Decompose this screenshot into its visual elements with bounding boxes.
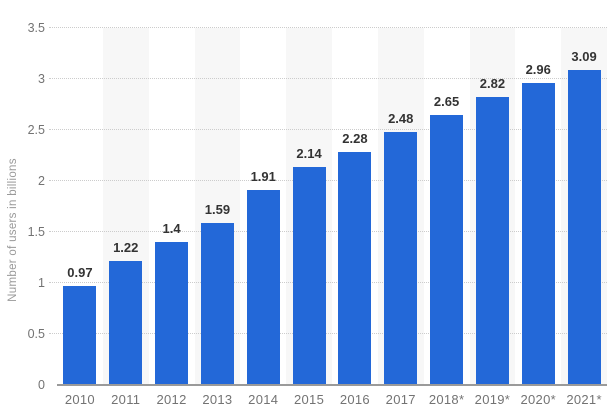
- gridline: [49, 27, 607, 28]
- bar-slot: 2.96 2020*: [515, 28, 561, 407]
- bar-slot: 2.48 2017: [378, 28, 424, 407]
- bar: [200, 222, 234, 385]
- bar: [63, 286, 97, 385]
- bar-value-label: 2.48: [388, 111, 414, 127]
- x-tick-label: 2013: [202, 392, 233, 407]
- bar-slot: 0.97 2010: [57, 28, 103, 407]
- gridline: [49, 180, 607, 181]
- x-tick-label: 2020*: [520, 392, 556, 407]
- bar-value-label: 2.82: [479, 76, 506, 92]
- bar-value-label: 3.09: [571, 48, 597, 64]
- bar: [475, 97, 509, 385]
- bar-value-label: 2.65: [433, 93, 460, 109]
- bar-value-label: 2.28: [342, 131, 368, 147]
- x-axis-line: [57, 384, 607, 386]
- bar-value-label: 1.22: [113, 239, 139, 255]
- x-tick-label: 2012: [156, 392, 187, 407]
- bar: [292, 166, 326, 385]
- bar-slot: 1.4 2012: [149, 28, 195, 407]
- gridline: [49, 333, 607, 334]
- x-tick-label: 2011: [111, 392, 141, 407]
- bar: [109, 260, 143, 385]
- x-tick-label: 2018*: [428, 392, 465, 407]
- y-tick-label: 1: [38, 276, 45, 291]
- plot-area: 0 0.5 1 1.5 2 2.5 3 3.5 0.97 2010 1.22 2011 1.4 2012…: [28, 21, 607, 407]
- x-tick-label: 2019*: [474, 392, 511, 407]
- bar-value-label: 2.14: [296, 145, 322, 161]
- x-tick-label: 2010: [64, 392, 95, 407]
- bar-value-label: 0.97: [67, 265, 93, 281]
- y-tick-label: 2.5: [27, 123, 45, 137]
- bar-slot: 1.22 2011: [103, 28, 149, 407]
- gridline: [49, 231, 607, 232]
- bar-value-label: 2.96: [525, 62, 551, 78]
- bar-slot: 2.65 2018*: [424, 28, 470, 407]
- x-tick-label: 2014: [248, 392, 279, 407]
- bar: [384, 132, 418, 385]
- bar-slot: 2.14 2015: [286, 28, 332, 407]
- y-tick-label: 0: [38, 378, 45, 392]
- bar-value-label: 1.59: [204, 201, 231, 217]
- bar-slot: 2.28 2016: [332, 28, 378, 407]
- bar: [338, 152, 372, 385]
- bar-slot: 3.09 2021*: [561, 28, 607, 407]
- bar-slot: 1.91 2014: [240, 28, 286, 407]
- x-tick-label: 2016: [339, 392, 370, 407]
- y-tick-label: 0.5: [27, 327, 45, 342]
- bar: [567, 69, 601, 385]
- gridline: [49, 282, 607, 283]
- x-tick-label: 2017: [385, 392, 416, 407]
- x-tick-label: 2015: [294, 392, 325, 407]
- bar: [155, 242, 189, 385]
- bar: [430, 114, 464, 385]
- x-tick-label: 2021*: [566, 392, 602, 407]
- bar-slot: 1.59 2013: [195, 28, 241, 407]
- bar: [521, 83, 555, 385]
- bar-value-label: 1.4: [162, 221, 181, 237]
- y-tick-label: 3.5: [27, 21, 45, 35]
- bar-value-label: 1.91: [250, 169, 276, 185]
- y-tick-label: 3: [38, 72, 45, 86]
- bar-slot: 2.82 2019*: [470, 28, 516, 407]
- gridline: [49, 78, 607, 79]
- gridline: [49, 129, 607, 130]
- y-tick-label: 1.5: [27, 225, 45, 239]
- bar: [246, 190, 280, 385]
- y-tick-label: 2: [38, 174, 45, 189]
